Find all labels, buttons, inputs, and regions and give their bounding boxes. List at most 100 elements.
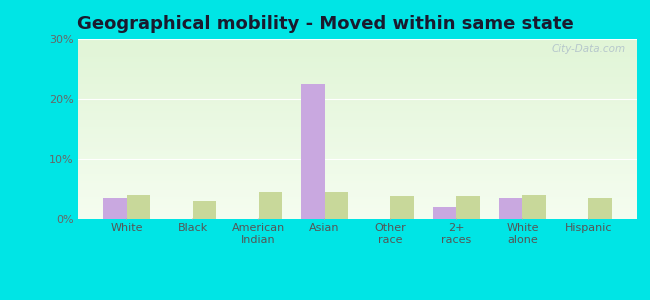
Bar	[78, 196, 637, 197]
Bar	[78, 178, 637, 179]
Bar	[78, 64, 637, 66]
Bar	[78, 152, 637, 154]
Bar	[78, 97, 637, 98]
Bar	[78, 80, 637, 82]
Bar	[78, 91, 637, 93]
Bar	[78, 194, 637, 196]
Bar	[78, 124, 637, 125]
Bar	[78, 79, 637, 80]
Bar	[78, 115, 637, 116]
Bar	[78, 156, 637, 158]
Bar	[78, 50, 637, 52]
Bar	[391, 196, 413, 219]
Bar	[78, 120, 637, 122]
Bar	[78, 93, 637, 95]
Bar	[78, 143, 637, 145]
Bar	[78, 183, 637, 185]
Bar	[78, 77, 637, 79]
Bar	[78, 199, 637, 201]
Bar	[523, 195, 545, 219]
Bar	[302, 84, 324, 219]
Bar	[78, 59, 637, 61]
Bar	[434, 207, 456, 219]
Bar	[78, 98, 637, 100]
Bar	[78, 201, 637, 203]
Bar	[78, 46, 637, 48]
Bar	[78, 167, 637, 169]
Bar	[78, 217, 637, 219]
Bar	[78, 158, 637, 160]
Bar	[78, 70, 637, 71]
Bar	[78, 109, 637, 111]
Bar	[78, 129, 637, 131]
Bar	[78, 122, 637, 124]
Bar	[78, 43, 637, 44]
Bar	[78, 73, 637, 75]
Bar	[78, 165, 637, 167]
Bar	[259, 192, 281, 219]
Bar	[78, 210, 637, 212]
Bar	[78, 127, 637, 129]
Bar	[78, 125, 637, 127]
Bar	[78, 102, 637, 104]
Bar	[78, 131, 637, 133]
Bar	[78, 197, 637, 199]
Bar	[78, 192, 637, 194]
Bar	[78, 133, 637, 134]
Bar	[78, 206, 637, 208]
Bar	[499, 198, 523, 219]
Bar	[78, 181, 637, 183]
Bar	[78, 140, 637, 142]
Bar	[78, 172, 637, 174]
Bar	[78, 190, 637, 192]
Bar	[78, 215, 637, 217]
Bar	[78, 71, 637, 73]
Bar	[78, 53, 637, 55]
Bar	[78, 82, 637, 84]
Bar	[103, 198, 127, 219]
Bar	[78, 134, 637, 136]
Bar	[78, 160, 637, 161]
Bar	[78, 88, 637, 89]
Bar	[78, 136, 637, 138]
Bar	[78, 48, 637, 50]
Bar	[78, 57, 637, 59]
Bar	[192, 201, 216, 219]
Bar	[78, 39, 637, 41]
Bar	[78, 169, 637, 170]
Bar	[78, 170, 637, 172]
Bar	[78, 138, 637, 140]
Bar	[78, 212, 637, 214]
Bar	[78, 149, 637, 151]
Bar	[78, 111, 637, 113]
Bar	[78, 163, 637, 165]
Bar	[78, 104, 637, 106]
Bar	[78, 116, 637, 118]
Bar	[78, 62, 637, 64]
Bar	[78, 89, 637, 91]
Text: Geographical mobility - Moved within same state: Geographical mobility - Moved within sam…	[77, 15, 573, 33]
Bar	[78, 75, 637, 77]
Bar	[78, 44, 637, 46]
Bar	[78, 68, 637, 70]
Bar	[78, 147, 637, 149]
Bar	[78, 151, 637, 152]
Bar	[78, 176, 637, 178]
Bar	[78, 100, 637, 102]
Bar	[78, 107, 637, 109]
Bar	[78, 161, 637, 163]
Bar	[78, 55, 637, 57]
Bar	[78, 86, 637, 88]
Bar	[78, 154, 637, 156]
Bar	[78, 214, 637, 215]
Bar	[78, 185, 637, 187]
Bar	[78, 106, 637, 107]
Bar	[588, 198, 612, 219]
Bar	[78, 174, 637, 176]
Bar	[78, 41, 637, 43]
Bar	[78, 118, 637, 120]
Bar	[127, 195, 150, 219]
Bar	[78, 66, 637, 68]
Bar	[78, 84, 637, 86]
Bar	[78, 52, 637, 53]
